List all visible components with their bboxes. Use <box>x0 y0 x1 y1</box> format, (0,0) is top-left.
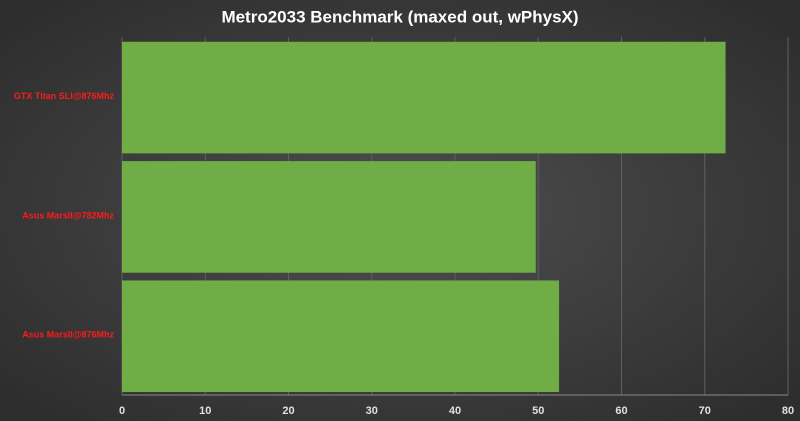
y-tick-label: Asus MarsII@782Mhz <box>22 210 114 220</box>
x-tick-label: 70 <box>699 405 711 417</box>
x-tick-label: 40 <box>449 405 461 417</box>
x-tick-label: 0 <box>119 405 125 417</box>
y-tick-label: GTX Titan SLI@876Mhz <box>14 91 115 101</box>
chart-title: Metro2033 Benchmark (maxed out, wPhysX) <box>221 7 578 26</box>
x-tick-label: 20 <box>282 405 294 417</box>
bar <box>122 280 560 393</box>
x-tick-label: 50 <box>532 405 544 417</box>
x-tick-label: 80 <box>782 405 794 417</box>
y-tick-label: Asus MarsII@876Mhz <box>22 330 114 340</box>
bar <box>122 161 536 273</box>
x-tick-label: 10 <box>199 405 211 417</box>
x-tick-label: 60 <box>615 405 627 417</box>
x-tick-label: 30 <box>366 405 378 417</box>
bar <box>122 41 726 154</box>
